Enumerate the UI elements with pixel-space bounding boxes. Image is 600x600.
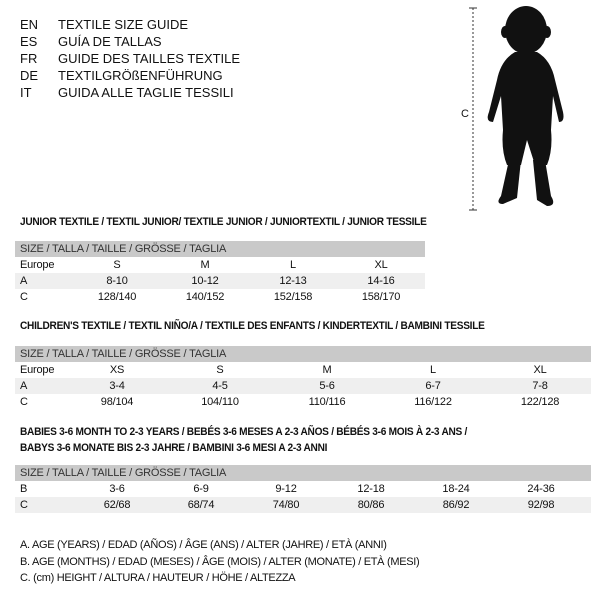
language-code: FR: [20, 51, 38, 66]
header-label: SIZE / TALLA / TAILLE / GRÖSSE / TAGLIA: [20, 467, 227, 479]
height-label: C: [461, 108, 469, 120]
babies-table: SIZE / TALLA / TAILLE / GRÖSSE / TAGLIA B…: [15, 465, 591, 513]
table-cell: XS: [109, 364, 125, 376]
language-row: ES GUÍA DE TALLAS: [20, 33, 240, 50]
table-cell: 128/140: [97, 291, 137, 303]
language-title: TEXTILGRÖßENFÜHRUNG: [58, 68, 223, 83]
table-cell: 24-36: [527, 483, 555, 495]
language-titles: EN TEXTILE SIZE GUIDE ES GUÍA DE TALLAS FR GU…: [20, 16, 240, 101]
table-cell: S: [216, 364, 224, 376]
table-cell: 62/68: [103, 499, 131, 511]
table-header: SIZE / TALLA / TAILLE / GRÖSSE / TAGLIA: [15, 241, 425, 257]
row-label: B: [20, 483, 28, 495]
table-row: C 98/104 104/110 110/116 116/122 122/128: [15, 394, 591, 410]
table-cell: 5-6: [319, 380, 335, 392]
children-table: SIZE / TALLA / TAILLE / GRÖSSE / TAGLIA E…: [15, 346, 591, 410]
table-cell: 12-13: [279, 275, 307, 287]
row-label: A: [20, 380, 28, 392]
language-row: FR GUIDE DES TAILLES TEXTILE: [20, 50, 240, 67]
table-cell: 6-9: [193, 483, 209, 495]
table-row: Europe XS S M L XL: [15, 362, 591, 378]
language-title: TEXTILE SIZE GUIDE: [58, 17, 189, 32]
legend-item: B. AGE (MONTHS) / EDAD (MESES) / ÂGE (MO…: [20, 555, 420, 568]
table-cell: 7-8: [532, 380, 548, 392]
babies-title-line1: BABIES 3-6 MONTH TO 2-3 YEARS / BEBÉS 3-…: [20, 426, 468, 438]
row-label: C: [20, 291, 28, 303]
table-header: SIZE / TALLA / TAILLE / GRÖSSE / TAGLIA: [15, 346, 591, 362]
language-title: GUÍA DE TALLAS: [58, 34, 162, 49]
row-label: C: [20, 499, 28, 511]
junior-title: JUNIOR TEXTILE / TEXTIL JUNIOR/ TEXTILE …: [20, 216, 427, 228]
row-label: C: [20, 396, 28, 408]
table-row: B 3-6 6-9 9-12 12-18 18-24 24-36: [15, 481, 591, 497]
table-cell: 4-5: [212, 380, 228, 392]
table-cell: 8-10: [106, 275, 128, 287]
table-row: A 8-10 10-12 12-13 14-16: [15, 273, 425, 289]
table-cell: 122/128: [520, 396, 560, 408]
row-label: Europe: [20, 364, 55, 376]
child-silhouette-icon: [469, 6, 564, 211]
babies-title-line2: BABYS 3-6 MONATE BIS 2-3 JAHRE / BAMBINI…: [20, 442, 328, 454]
table-row: C 62/68 68/74 74/80 80/86 86/92 92/98: [15, 497, 591, 513]
table-cell: S: [113, 259, 121, 271]
language-title: GUIDA ALLE TAGLIE TESSILI: [58, 85, 234, 100]
table-cell: 10-12: [191, 275, 219, 287]
language-row: EN TEXTILE SIZE GUIDE: [20, 16, 240, 33]
table-cell: 116/122: [414, 396, 452, 408]
legend: A. AGE (YEARS) / EDAD (AÑOS) / ÂGE (ANS)…: [20, 537, 420, 587]
table-cell: 74/80: [272, 499, 300, 511]
table-cell: 6-7: [425, 380, 441, 392]
table-cell: 9-12: [275, 483, 297, 495]
header-label: SIZE / TALLA / TAILLE / GRÖSSE / TAGLIA: [20, 348, 227, 360]
language-code: ES: [20, 34, 38, 49]
table-cell: 68/74: [187, 499, 215, 511]
table-cell: XL: [374, 259, 388, 271]
junior-table: SIZE / TALLA / TAILLE / GRÖSSE / TAGLIA E…: [15, 241, 425, 305]
language-row: IT GUIDA ALLE TAGLIE TESSILI: [20, 84, 240, 101]
table-cell: 110/116: [308, 396, 346, 408]
table-row: Europe S M L XL: [15, 257, 425, 273]
language-code: IT: [20, 85, 32, 100]
table-cell: M: [200, 259, 210, 271]
table-cell: 152/158: [273, 291, 313, 303]
language-code: EN: [20, 17, 39, 32]
language-title: GUIDE DES TAILLES TEXTILE: [58, 51, 241, 66]
table-cell: 86/92: [442, 499, 470, 511]
table-cell: 3-6: [109, 483, 125, 495]
header-label: SIZE / TALLA / TAILLE / GRÖSSE / TAGLIA: [20, 243, 227, 255]
children-title: CHILDREN'S TEXTILE / TEXTIL NIÑO/A / TEX…: [20, 320, 485, 332]
row-label: A: [20, 275, 28, 287]
legend-item: C. (cm) HEIGHT / ALTURA / HAUTEUR / HÖHE…: [20, 572, 296, 584]
table-header: SIZE / TALLA / TAILLE / GRÖSSE / TAGLIA: [15, 465, 591, 481]
language-row: DE TEXTILGRÖßENFÜHRUNG: [20, 67, 240, 84]
table-cell: 12-18: [357, 483, 385, 495]
table-cell: L: [430, 364, 436, 376]
table-cell: 158/170: [361, 291, 401, 303]
row-label: Europe: [20, 259, 55, 271]
table-cell: 140/152: [185, 291, 225, 303]
table-cell: 104/110: [201, 396, 239, 408]
table-cell: 92/98: [527, 499, 555, 511]
table-row: C 128/140 140/152 152/158 158/170: [15, 289, 425, 305]
table-cell: 3-4: [109, 380, 125, 392]
table-cell: L: [290, 259, 296, 271]
table-row: A 3-4 4-5 5-6 6-7 7-8: [15, 378, 591, 394]
table-cell: 14-16: [367, 275, 395, 287]
legend-item: A. AGE (YEARS) / EDAD (AÑOS) / ÂGE (ANS)…: [20, 539, 387, 551]
language-code: DE: [20, 68, 39, 83]
table-cell: 80/86: [357, 499, 385, 511]
table-cell: XL: [533, 364, 547, 376]
table-cell: 18-24: [442, 483, 470, 495]
table-cell: M: [322, 364, 332, 376]
table-cell: 98/104: [100, 396, 134, 408]
